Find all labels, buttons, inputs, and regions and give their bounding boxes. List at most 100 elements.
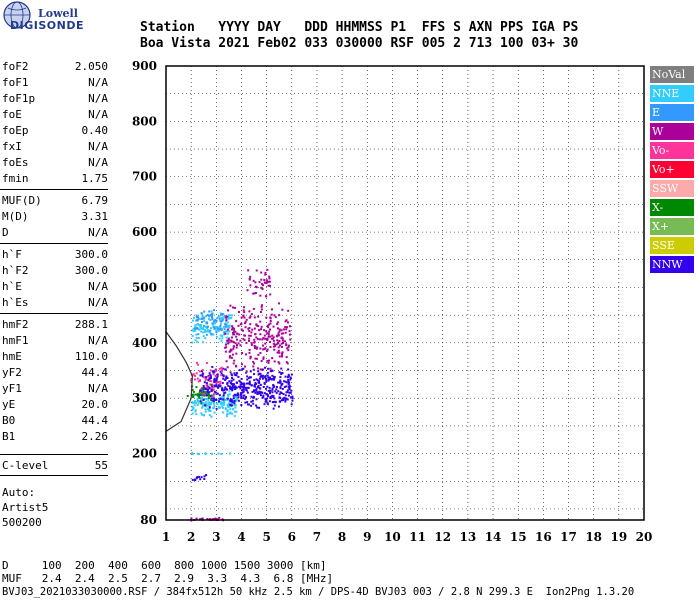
echo-point bbox=[287, 346, 290, 349]
echo-point bbox=[226, 410, 229, 413]
echo-point bbox=[257, 315, 260, 318]
echo-point bbox=[242, 383, 245, 386]
echo-point bbox=[247, 269, 250, 272]
echo-point bbox=[205, 327, 208, 330]
echo-point bbox=[247, 377, 250, 380]
echo-point bbox=[207, 399, 210, 402]
echo-point bbox=[285, 344, 288, 347]
echo-point bbox=[218, 337, 221, 340]
echo-point bbox=[239, 344, 242, 347]
echo-point bbox=[277, 334, 280, 337]
echo-point bbox=[229, 405, 232, 408]
echo-point bbox=[225, 387, 228, 390]
echo-point bbox=[246, 401, 249, 404]
param-row: M(D) 3.31 bbox=[2, 210, 108, 224]
echo-point bbox=[267, 389, 270, 392]
echo-point bbox=[262, 396, 265, 399]
echo-point bbox=[267, 367, 270, 370]
x-tick-label: 7 bbox=[313, 530, 321, 544]
echo-point bbox=[204, 330, 207, 333]
echo-point bbox=[229, 304, 232, 307]
echo-point bbox=[226, 326, 229, 329]
echo-point bbox=[190, 378, 193, 381]
echo-point bbox=[206, 404, 209, 407]
param-row: foEp 0.40 bbox=[2, 124, 108, 138]
echo-point bbox=[226, 415, 229, 418]
echo-point bbox=[230, 398, 233, 401]
echo-point bbox=[272, 339, 275, 342]
echo-point bbox=[228, 314, 231, 317]
echo-point bbox=[196, 403, 199, 406]
echo-point bbox=[205, 333, 208, 336]
echo-point bbox=[208, 410, 211, 413]
echo-point bbox=[230, 340, 233, 343]
echo-point bbox=[219, 312, 222, 315]
echo-point bbox=[207, 317, 210, 320]
echo-point bbox=[229, 403, 232, 406]
echo-point bbox=[204, 410, 207, 413]
echo-point bbox=[265, 349, 268, 352]
echo-point bbox=[279, 391, 282, 394]
echo-point bbox=[202, 387, 205, 390]
echo-point bbox=[251, 390, 254, 393]
echo-point bbox=[248, 348, 251, 351]
echo-point bbox=[214, 517, 217, 520]
echo-point bbox=[279, 376, 282, 379]
x-tick-label: 19 bbox=[610, 530, 627, 544]
echo-point bbox=[261, 283, 264, 286]
echo-point bbox=[284, 394, 287, 397]
echo-point bbox=[224, 377, 227, 380]
echo-point bbox=[234, 364, 237, 367]
echo-point bbox=[259, 387, 262, 390]
echo-point bbox=[258, 406, 261, 409]
echo-point bbox=[241, 329, 244, 332]
echo-point bbox=[233, 410, 236, 413]
echo-point bbox=[227, 341, 230, 344]
echo-point bbox=[279, 397, 282, 400]
echo-point bbox=[229, 399, 232, 402]
echo-point bbox=[243, 394, 246, 397]
echo-point bbox=[277, 302, 280, 305]
echo-point bbox=[225, 398, 228, 401]
param-value: 55 bbox=[94, 459, 108, 472]
echo-point bbox=[286, 398, 289, 401]
echo-point bbox=[261, 287, 264, 290]
echo-point bbox=[271, 401, 274, 404]
echo-point bbox=[244, 353, 247, 356]
param-name: yF1 bbox=[2, 382, 22, 395]
echo-point bbox=[272, 345, 275, 348]
echo-point bbox=[256, 391, 259, 394]
echo-point bbox=[250, 395, 253, 398]
echo-point bbox=[237, 399, 240, 402]
echo-point bbox=[262, 284, 265, 287]
echo-point bbox=[280, 371, 283, 374]
echo-point bbox=[243, 322, 246, 325]
echo-point bbox=[200, 476, 203, 479]
param-name: M(D) bbox=[2, 210, 29, 223]
echo-point bbox=[234, 342, 237, 345]
echo-point bbox=[285, 326, 288, 329]
echo-point bbox=[222, 406, 225, 409]
echo-point bbox=[281, 308, 284, 311]
echo-point bbox=[191, 408, 194, 411]
param-row: hmF2 288.1 bbox=[2, 318, 108, 332]
echo-point bbox=[274, 345, 277, 348]
echo-point bbox=[203, 381, 206, 384]
echo-point bbox=[197, 336, 200, 339]
echo-point bbox=[259, 347, 262, 350]
echo-point bbox=[202, 326, 205, 329]
echo-point bbox=[259, 294, 262, 297]
x-tick-label: 2 bbox=[187, 530, 195, 544]
echo-point bbox=[255, 347, 258, 350]
echo-point bbox=[231, 328, 234, 331]
echo-point bbox=[267, 361, 270, 364]
echo-point bbox=[254, 292, 257, 295]
echo-point bbox=[220, 329, 223, 332]
echo-point bbox=[221, 337, 224, 340]
x-tick-label: 11 bbox=[409, 530, 426, 544]
legend-item: NoVal bbox=[650, 66, 694, 83]
echo-point bbox=[253, 341, 256, 344]
echo-point bbox=[233, 386, 236, 389]
param-row: fmin 1.75 bbox=[2, 172, 108, 186]
echo-point bbox=[203, 310, 206, 313]
